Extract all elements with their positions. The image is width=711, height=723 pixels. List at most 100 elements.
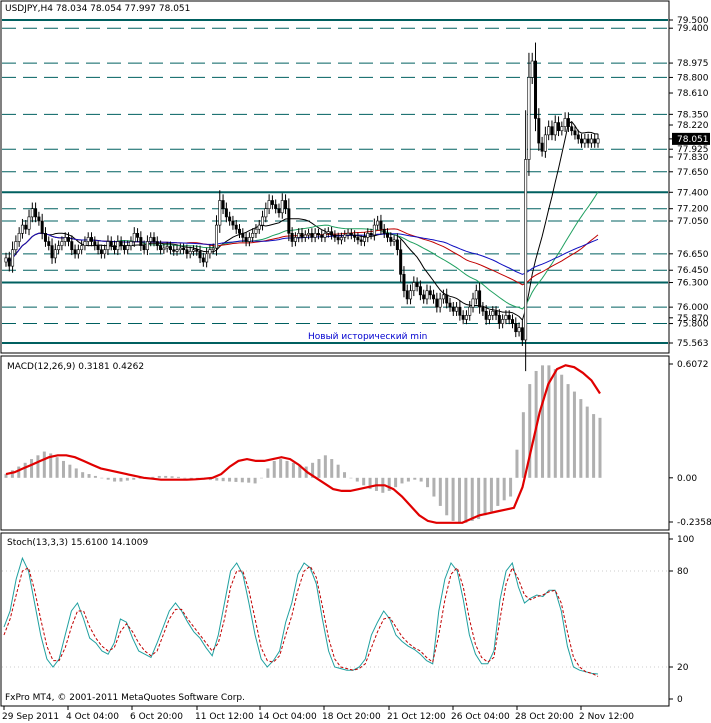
candle-body-167 [553, 122, 557, 136]
macd-bar-89 [572, 391, 576, 478]
macd-bar-11 [74, 468, 78, 478]
candle-body-175 [580, 138, 584, 144]
candle-body-36 [122, 245, 126, 251]
candle-body-100 [333, 234, 337, 238]
candle-body-131 [435, 298, 439, 308]
macd-bar-19 [125, 477, 129, 481]
candle-body-125 [415, 282, 419, 287]
candle-body-156 [517, 327, 521, 333]
macd-bar-3 [23, 462, 27, 478]
macd-bar-84 [541, 365, 545, 478]
price-panel-frame [0, 0, 670, 354]
candle-body-39 [132, 233, 136, 242]
candle-body-24 [83, 241, 87, 246]
candle-body-148 [491, 310, 495, 316]
price-label-2: 78.975 [677, 59, 709, 69]
macd-bar-81 [521, 412, 525, 478]
candle-body-44 [149, 237, 153, 242]
candle-body-33 [113, 245, 117, 251]
candle-body-29 [99, 249, 103, 255]
candle-body-71 [238, 228, 242, 234]
macd-bar-21 [138, 477, 142, 479]
candle-body-174 [576, 134, 580, 140]
macd-bar-64 [413, 477, 417, 480]
macd-bar-45 [291, 462, 295, 478]
macd-bar-77 [496, 477, 500, 506]
ma-green-line [5, 191, 599, 310]
candle-body-72 [241, 233, 245, 238]
macd-bar-48 [311, 462, 315, 478]
candle-body-54 [182, 247, 186, 251]
candle-body-22 [76, 249, 80, 255]
macd-bar-35 [228, 477, 232, 482]
candle-body-171 [566, 118, 570, 127]
candle-body-118 [392, 239, 396, 242]
macd-bar-46 [298, 464, 302, 478]
candle-body-127 [422, 294, 426, 300]
macd-bar-79 [509, 477, 513, 497]
macd-label-2: -0.2358 [677, 518, 711, 528]
stoch-panel-frame [0, 532, 670, 707]
candle-body-40 [136, 233, 140, 238]
candle-body-73 [244, 237, 248, 242]
stoch-label-0: 100 [677, 535, 694, 545]
candle-body-52 [175, 249, 179, 252]
candle-body-99 [330, 231, 334, 236]
candle-body-95 [316, 233, 320, 236]
candle-body-179 [593, 138, 597, 144]
candle-body-137 [455, 306, 459, 312]
macd-bar-28 [183, 477, 187, 479]
macd-bar-65 [419, 477, 423, 482]
time-label-5: 18 Oct 20:00 [322, 712, 381, 722]
macd-bar-25 [164, 475, 168, 478]
macd-signal-line [5, 364, 601, 524]
macd-bar-0 [4, 474, 8, 478]
price-label-8: 77.925 [677, 145, 709, 155]
candle-body-158 [524, 159, 528, 341]
candle-body-161 [534, 60, 538, 119]
candle-body-62 [208, 249, 212, 255]
candle-body-34 [116, 241, 120, 251]
macd-bar-1 [10, 470, 14, 478]
time-axis-labels: 29 Sep 2011 4 Oct 04:00 6 Oct 20:00 11 Oct … [2, 706, 634, 722]
macd-bar-26 [170, 476, 174, 478]
candle-body-106 [353, 234, 357, 238]
candle-body-117 [389, 237, 393, 242]
price-label-12: 77.200 [677, 205, 709, 215]
price-label-0: 79.500 [677, 16, 709, 26]
candle-body-97 [323, 233, 327, 238]
horizontal-levels [2, 19, 668, 344]
price-label-1: 79.400 [677, 24, 709, 34]
candle-body-139 [461, 315, 465, 320]
candle-body-164 [543, 134, 547, 152]
macd-axis-labels: 0.6072 0.00 -0.2358 [669, 360, 711, 528]
candle-body-88 [293, 237, 297, 242]
candle-body-98 [326, 231, 330, 234]
macd-bar-2 [17, 466, 21, 478]
candle-body-35 [119, 241, 123, 246]
macd-bar-43 [279, 459, 283, 478]
candle-body-75 [251, 233, 255, 238]
candle-body-91 [303, 234, 307, 238]
candle-body-130 [432, 294, 436, 300]
stoch-main-line [3, 556, 599, 675]
macd-bar-40 [259, 477, 263, 479]
macd-bar-7 [49, 453, 53, 478]
candle-body-126 [418, 286, 422, 296]
candle-body-13 [47, 241, 51, 246]
stoch-label-3: 0 [677, 695, 683, 705]
candle-body-146 [484, 310, 488, 320]
candle-body-112 [372, 224, 376, 236]
macd-bar-16 [106, 477, 110, 480]
stoch-axis-labels: 100 80 20 0 [669, 535, 694, 705]
copyright-text: FxPro MT4, © 2001-2011 MetaQuotes Softwa… [5, 693, 245, 703]
candle-body-111 [369, 233, 373, 236]
candle-body-159 [527, 77, 531, 160]
candle-body-0 [4, 257, 8, 263]
candle-body-107 [356, 237, 360, 241]
candle-body-110 [366, 233, 370, 238]
candle-body-15 [53, 249, 57, 259]
candle-body-116 [386, 233, 390, 238]
price-label-7: 78.051 [677, 135, 709, 145]
